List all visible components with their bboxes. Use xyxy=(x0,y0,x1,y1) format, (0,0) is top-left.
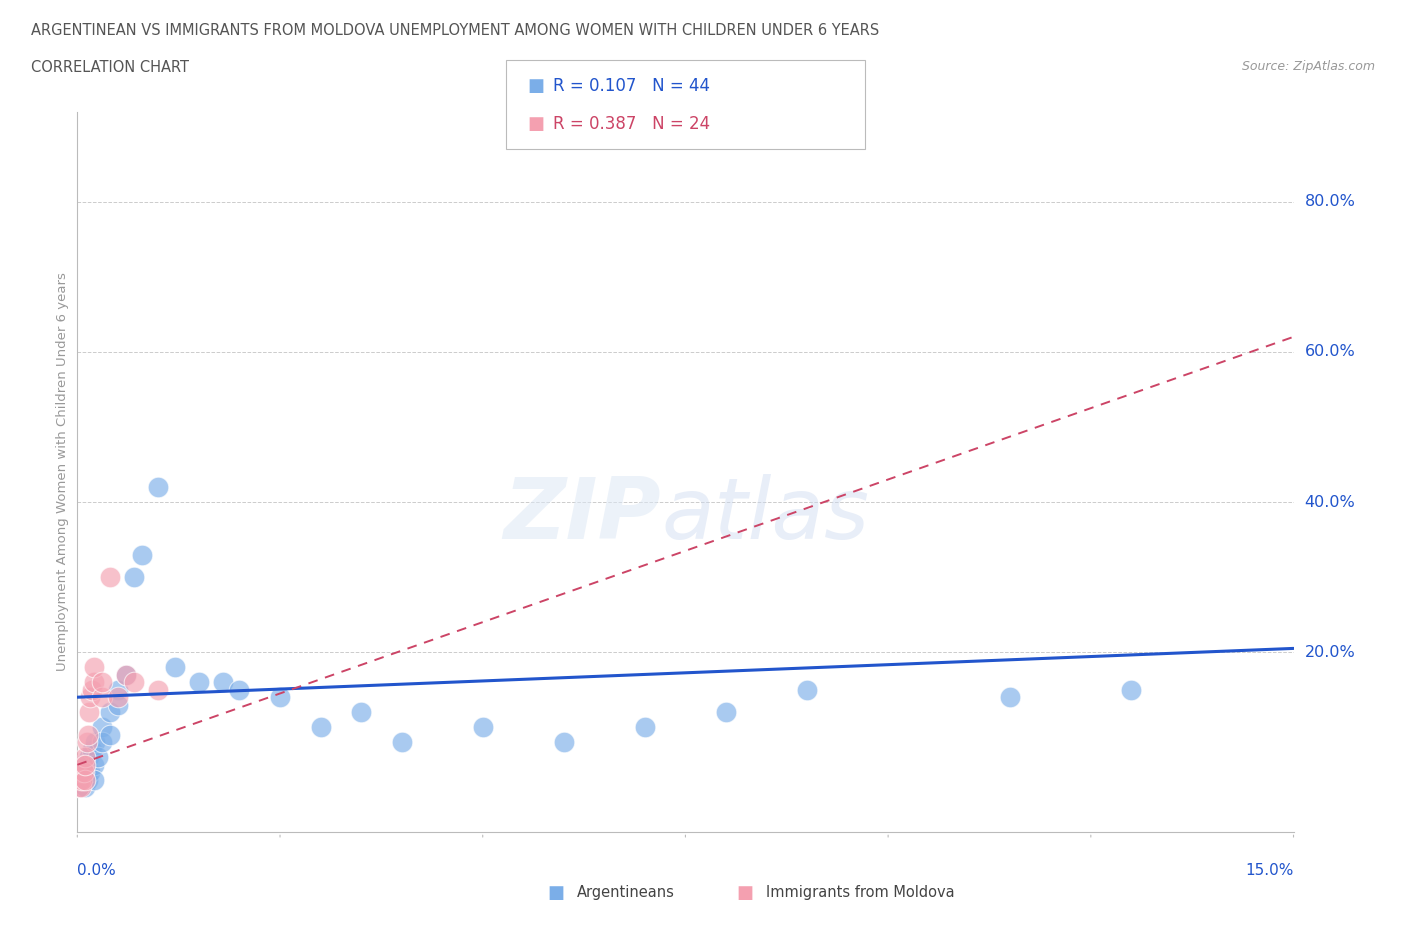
Point xyxy=(212,675,235,690)
Point xyxy=(80,742,103,757)
Point xyxy=(70,780,93,795)
Text: Immigrants from Moldova: Immigrants from Moldova xyxy=(766,885,955,900)
Text: 80.0%: 80.0% xyxy=(1305,194,1355,209)
Point xyxy=(148,480,170,495)
Point xyxy=(90,735,112,750)
Text: 20.0%: 20.0% xyxy=(1305,644,1355,659)
Point xyxy=(90,675,112,690)
Point xyxy=(79,705,101,720)
Point xyxy=(98,570,121,585)
Text: ZIP: ZIP xyxy=(503,473,661,557)
Point xyxy=(148,683,170,698)
Point xyxy=(69,772,91,787)
Text: ■: ■ xyxy=(527,77,544,96)
Point xyxy=(75,750,97,764)
Point xyxy=(269,690,291,705)
Point xyxy=(67,780,90,795)
Text: 15.0%: 15.0% xyxy=(1246,863,1294,878)
Text: Argentineans: Argentineans xyxy=(576,885,675,900)
Point xyxy=(90,690,112,705)
Point xyxy=(107,690,129,705)
Point xyxy=(84,735,107,750)
Point xyxy=(86,750,108,764)
Point xyxy=(75,780,97,795)
Point xyxy=(67,780,90,795)
Point xyxy=(98,705,121,720)
Point xyxy=(115,667,138,682)
Text: 40.0%: 40.0% xyxy=(1305,495,1355,510)
Point xyxy=(188,675,211,690)
Point xyxy=(471,720,494,735)
Point xyxy=(122,570,145,585)
Point xyxy=(163,659,186,674)
Point xyxy=(75,757,97,772)
Point xyxy=(90,720,112,735)
Point xyxy=(309,720,332,735)
Point xyxy=(714,705,737,720)
Point xyxy=(796,683,818,698)
Point xyxy=(79,690,101,705)
Point xyxy=(69,780,91,795)
Point xyxy=(76,772,98,787)
Point xyxy=(122,675,145,690)
Point xyxy=(98,727,121,742)
Text: 0.0%: 0.0% xyxy=(77,863,117,878)
Y-axis label: Unemployment Among Women with Children Under 6 years: Unemployment Among Women with Children U… xyxy=(56,272,69,671)
Point xyxy=(69,764,91,779)
Text: ■: ■ xyxy=(737,884,754,902)
Point xyxy=(115,667,138,682)
Point xyxy=(553,735,575,750)
Point xyxy=(76,735,98,750)
Point xyxy=(73,764,96,779)
Point xyxy=(70,757,93,772)
Text: ARGENTINEAN VS IMMIGRANTS FROM MOLDOVA UNEMPLOYMENT AMONG WOMEN WITH CHILDREN UN: ARGENTINEAN VS IMMIGRANTS FROM MOLDOVA U… xyxy=(31,23,879,38)
Text: CORRELATION CHART: CORRELATION CHART xyxy=(31,60,188,75)
Point xyxy=(72,757,94,772)
Point xyxy=(228,683,250,698)
Point xyxy=(75,757,97,772)
Point xyxy=(70,764,93,779)
Point xyxy=(83,757,105,772)
Point xyxy=(83,772,105,787)
Point xyxy=(70,772,93,787)
Point xyxy=(1121,683,1143,698)
Point xyxy=(83,659,105,674)
Point xyxy=(73,772,96,787)
Point xyxy=(73,772,96,787)
Point xyxy=(998,690,1021,705)
Point xyxy=(350,705,373,720)
Point xyxy=(107,683,129,698)
Point xyxy=(69,772,91,787)
Point xyxy=(76,727,98,742)
Point xyxy=(391,735,413,750)
Text: R = 0.387   N = 24: R = 0.387 N = 24 xyxy=(553,114,710,133)
Text: Source: ZipAtlas.com: Source: ZipAtlas.com xyxy=(1241,60,1375,73)
Point xyxy=(107,698,129,712)
Point xyxy=(634,720,657,735)
Text: ■: ■ xyxy=(547,884,564,902)
Point xyxy=(76,764,98,779)
Point xyxy=(80,683,103,698)
Point xyxy=(72,772,94,787)
Point xyxy=(83,675,105,690)
Point xyxy=(79,764,101,779)
Text: 60.0%: 60.0% xyxy=(1305,344,1355,359)
Point xyxy=(79,750,101,764)
Text: ■: ■ xyxy=(527,114,544,133)
Text: R = 0.107   N = 44: R = 0.107 N = 44 xyxy=(553,77,710,96)
Point xyxy=(73,764,96,779)
Point xyxy=(131,547,153,562)
Text: atlas: atlas xyxy=(661,473,869,557)
